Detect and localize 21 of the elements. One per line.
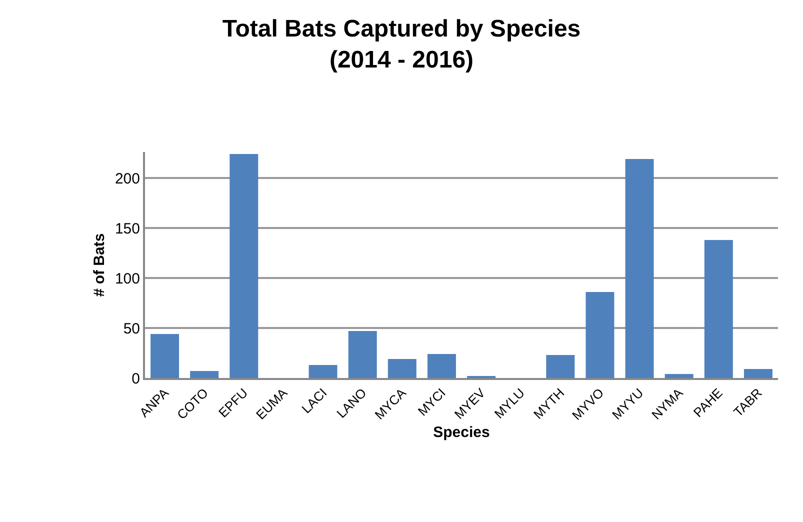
bar [388, 359, 416, 378]
bar [190, 371, 219, 378]
x-axis-title: Species [433, 424, 490, 441]
bar [230, 154, 258, 378]
chart-title: Total Bats Captured by Species (2014 - 2016) [222, 16, 581, 74]
y-tick-label: 0 [132, 370, 140, 388]
bar [704, 240, 733, 378]
bar [625, 159, 654, 378]
y-tick-label: 150 [114, 220, 140, 238]
y-tick-label: 200 [114, 170, 140, 188]
bar [427, 354, 456, 378]
bar [586, 292, 614, 378]
bar [150, 334, 180, 378]
bar [744, 369, 772, 378]
bar [664, 374, 694, 378]
bar [308, 365, 338, 378]
bar [546, 355, 575, 378]
y-tick-label: 100 [114, 270, 140, 288]
bar [348, 331, 377, 378]
y-tick-label: 50 [123, 320, 140, 338]
y-axis-title: # of Bats [91, 233, 108, 297]
